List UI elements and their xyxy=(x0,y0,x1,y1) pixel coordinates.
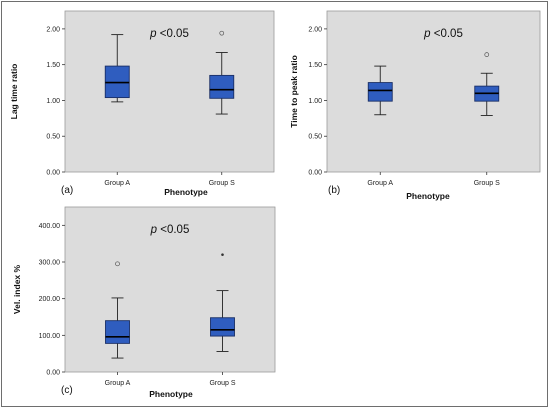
p-symbol: p xyxy=(423,28,431,40)
y-tick-label: 1.00 xyxy=(308,98,322,105)
p-threshold: <0.05 xyxy=(157,224,189,236)
box-group-s xyxy=(474,52,500,116)
y-tick-label: 1.50 xyxy=(308,62,322,69)
y-tick-label: 200.00 xyxy=(39,296,61,303)
boxplot-panel-c: 0.00 100.00 200.00 300.00 400.00 Group A Group… xyxy=(12,206,276,399)
y-tick-label: 0.00 xyxy=(46,170,60,177)
panel-label: (a) xyxy=(61,185,73,196)
x-axis-title: Phenotype xyxy=(164,187,208,197)
box-group-a xyxy=(104,34,130,103)
p-value-annotation: p <0.05 xyxy=(150,224,190,236)
outlier-marker xyxy=(219,30,225,36)
y-tick-label: 300.00 xyxy=(39,260,61,267)
p-threshold: <0.05 xyxy=(157,28,189,40)
x-tick-label: Group A xyxy=(367,180,393,187)
x-tick-label: Group S xyxy=(474,180,500,187)
y-tick-label: 0.50 xyxy=(46,134,60,141)
outlier-marker xyxy=(484,52,490,57)
y-tick-label: 1.00 xyxy=(46,98,60,105)
box-group-s xyxy=(210,253,235,352)
panel-label: (b) xyxy=(328,185,340,196)
iqr-box xyxy=(210,317,235,337)
iqr-box xyxy=(367,82,393,102)
y-tick-label: 2.00 xyxy=(308,26,322,33)
y-tick-label: 100.00 xyxy=(39,333,61,340)
y-tick-label: 1.50 xyxy=(46,62,60,69)
y-tick-label: 2.00 xyxy=(46,26,60,33)
iqr-box xyxy=(105,320,130,344)
y-tick-label: 0.50 xyxy=(308,134,322,141)
y-tick-label: 0.00 xyxy=(46,370,60,377)
p-value-annotation: p <0.05 xyxy=(149,28,189,40)
y-axis-title: Time to peak ratio xyxy=(289,55,299,128)
p-symbol: p xyxy=(149,28,157,40)
y-axis-title: Lag time ratio xyxy=(9,64,19,120)
x-tick-label: Group S xyxy=(209,380,235,387)
plot-area xyxy=(64,206,276,373)
y-tick-label: 0.00 xyxy=(308,170,322,177)
p-threshold: <0.05 xyxy=(431,28,463,40)
y-axis-title: Vel. index % xyxy=(12,264,22,314)
p-value-annotation: p <0.05 xyxy=(423,28,463,40)
outlier-marker xyxy=(115,261,120,267)
boxplot-panel-a: 0.00 0.50 1.00 1.50 2.00 Group A Group S p <0.0… xyxy=(9,10,275,197)
x-axis-title: Phenotype xyxy=(406,191,450,201)
plot-area xyxy=(64,10,275,173)
x-tick-label: Group A xyxy=(105,380,131,387)
extreme-outlier-marker xyxy=(221,253,224,256)
y-tick-label: 400.00 xyxy=(39,223,61,230)
iqr-box xyxy=(209,74,235,99)
p-symbol: p xyxy=(150,224,158,236)
boxplot-panel-b: 0.00 0.50 1.00 1.50 2.00 Group A Group S p <0.0… xyxy=(289,10,541,201)
panel-label: (c) xyxy=(61,385,73,396)
x-tick-label: Group A xyxy=(104,180,130,187)
box-group-a xyxy=(105,261,130,359)
box-group-a xyxy=(367,65,393,116)
box-group-s xyxy=(209,30,235,115)
x-tick-label: Group S xyxy=(209,180,235,187)
x-axis-title: Phenotype xyxy=(149,389,193,399)
plot-area xyxy=(326,10,541,173)
